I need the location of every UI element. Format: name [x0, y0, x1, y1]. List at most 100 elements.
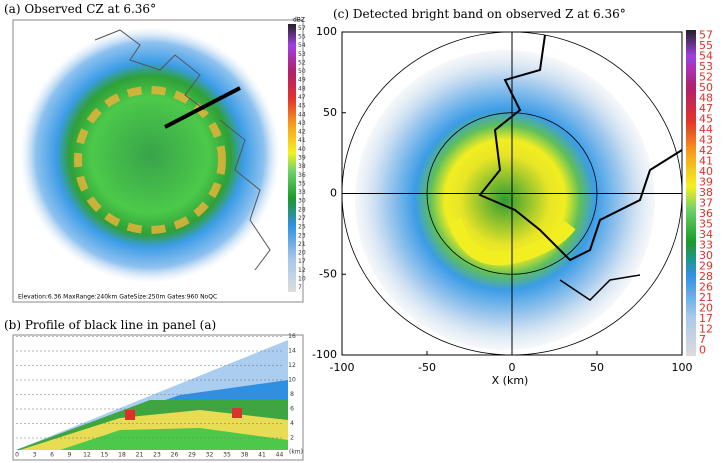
x-tick-label: 0 [15, 452, 19, 459]
x-tick-label: 50 [590, 361, 604, 374]
x-tick-label: 26 [171, 452, 179, 459]
y-tick-label: 50 [323, 106, 337, 119]
colorbar-label: 55 [699, 39, 713, 52]
y-tick-label: -50 [319, 267, 337, 280]
colorbar-label: 35 [298, 180, 306, 187]
colorbar-label: 10 [298, 276, 306, 283]
x-axis-label: X (km) [492, 374, 529, 387]
x-tick-label: 12 [83, 452, 91, 459]
colorbar-label: 28 [298, 206, 306, 213]
panel-b-title: (b) Profile of black line in panel (a) [4, 318, 216, 332]
colorbar-label: 34 [699, 228, 713, 241]
colorbar-label: 54 [298, 42, 306, 49]
colorbar-label: 21 [298, 241, 306, 248]
colorbar-label: 50 [699, 81, 713, 94]
panel-b-image [16, 340, 288, 450]
panel-a-image [20, 27, 280, 283]
x-tick-label: 44 [276, 452, 284, 459]
colorbar-label: 54 [699, 49, 713, 62]
x-tick-label: 9 [68, 452, 72, 459]
x-tick-label: 100 [672, 361, 693, 374]
colorbar-label: 45 [298, 103, 306, 110]
x-tick-label: 41 [258, 452, 266, 459]
y-tick-label: 6 [290, 406, 294, 413]
colorbar-label: 36 [699, 207, 713, 220]
x-tick-label: 18 [118, 452, 126, 459]
x-tick-label: 35 [223, 452, 231, 459]
colorbar-label: 43 [298, 120, 306, 127]
x-tick-label: 29 [188, 452, 196, 459]
colorbar-label: 17 [699, 312, 713, 325]
colorbar-label: 47 [699, 102, 713, 115]
x-tick-label: -100 [330, 361, 355, 374]
colorbar-label: 57 [699, 28, 713, 41]
colorbar-label: 39 [699, 175, 713, 188]
x-tick-label: 6 [50, 452, 54, 459]
colorbar-label: 43 [699, 133, 713, 146]
panel-a-footer: Elevation:6.36 MaxRange:240km GateSize:2… [18, 294, 217, 301]
colorbar-label: 38 [298, 163, 306, 170]
colorbar-label: 48 [699, 91, 713, 104]
colorbar-label: 40 [699, 165, 713, 178]
colorbar-label: 44 [699, 123, 713, 136]
colorbar-label: 7 [298, 284, 302, 291]
x-tick-label: 21 [136, 452, 144, 459]
colorbar-label: 27 [298, 215, 306, 222]
colorbar-label: 49 [298, 77, 306, 84]
colorbar-label: 47 [298, 94, 306, 101]
colorbar-label: 23 [298, 232, 306, 239]
colorbar-label: 20 [298, 250, 306, 257]
colorbar-label: 52 [298, 59, 306, 66]
y-tick-label: 10 [288, 377, 296, 384]
x-tick-label: 23 [153, 452, 161, 459]
x-tick-label: 38 [241, 452, 249, 459]
y-tick-label: 12 [288, 362, 296, 369]
panel-a-footer-bg [14, 292, 286, 301]
panel-c-axes: -100 -50 0 50 100 -100 -50 0 50 100 [312, 25, 692, 374]
colorbar-label: 12 [298, 267, 306, 274]
colorbar-label: 52 [699, 70, 713, 83]
colorbar-label: 17 [298, 258, 306, 265]
panel-a-colorbar-unit: dBZ [293, 17, 305, 24]
x-tick-label: -50 [418, 361, 436, 374]
colorbar-label: 35 [699, 218, 713, 231]
colorbar-label: 39 [298, 155, 306, 162]
colorbar-label: 55 [298, 33, 306, 40]
colorbar-label: 53 [699, 60, 713, 73]
chart-title: (c) Detected bright band on observed Z a… [333, 7, 626, 21]
panel-c-colorbar [686, 30, 696, 356]
colorbar-label: 48 [298, 85, 306, 92]
colorbar-label: 50 [298, 68, 306, 75]
colorbar-label: 41 [298, 137, 306, 144]
x-tick-label: 0 [509, 361, 516, 374]
colorbar-label: 26 [699, 281, 713, 294]
y-tick-label: -100 [312, 348, 337, 361]
colorbar-label: 42 [699, 144, 713, 157]
x-unit: (km) [289, 449, 303, 456]
colorbar-label: 33 [699, 239, 713, 252]
x-tick-label: 3 [33, 452, 37, 459]
colorbar-label: 30 [298, 198, 306, 205]
colorbar-label: 7 [699, 333, 706, 346]
colorbar-label: 38 [699, 186, 713, 199]
colorbar-label: 40 [298, 146, 306, 153]
panel-a-colorbar [288, 24, 296, 292]
x-tick-label: 15 [101, 452, 109, 459]
colorbar-label: 33 [298, 189, 306, 196]
panel-c-image [355, 34, 683, 350]
y-tick-label: 2 [290, 435, 294, 442]
colorbar-label: 21 [699, 291, 713, 304]
colorbar-label: 37 [699, 197, 713, 210]
colorbar-label: 20 [699, 302, 713, 315]
colorbar-label: 42 [298, 129, 306, 136]
colorbar-label: 57 [298, 25, 306, 32]
colorbar-label: 12 [699, 323, 713, 336]
y-tick-label: 100 [316, 25, 337, 38]
panel-a-title: (a) Observed CZ at 6.36° [4, 2, 156, 16]
x-tick-label: 32 [206, 452, 214, 459]
colorbar-label: 36 [298, 172, 306, 179]
colorbar-label: 0 [699, 344, 706, 357]
panel-b-axes: 0 3 6 9 12 15 18 21 23 26 29 32 35 38 41 44 (km) 2 4 6 8 10 12… [15, 333, 303, 459]
y-tick-label: 8 [290, 391, 294, 398]
